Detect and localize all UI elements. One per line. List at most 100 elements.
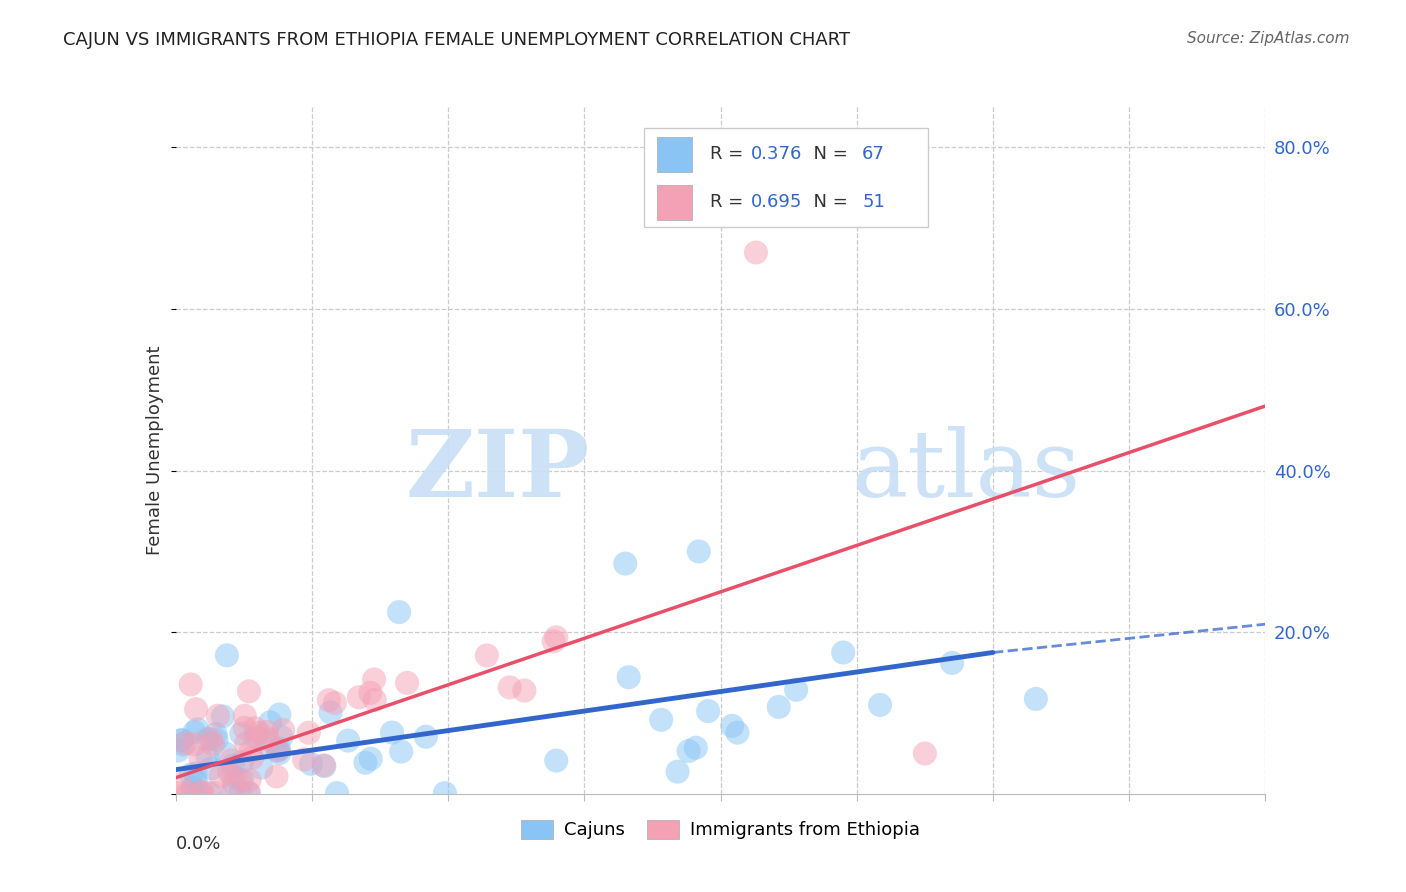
Point (186, 723, 208, 737)
Y-axis label: Female Unemployment: Female Unemployment (146, 346, 165, 555)
Point (180, 677, 202, 691)
Text: 0.0%: 0.0% (176, 835, 221, 853)
Point (271, 723, 294, 737)
Point (685, 740, 707, 755)
Point (231, 755, 253, 769)
Point (869, 698, 891, 712)
Point (1025, 692, 1047, 706)
Point (207, 708, 229, 723)
Point (396, 676, 419, 690)
Point (914, 747, 936, 761)
Point (513, 683, 536, 698)
FancyBboxPatch shape (658, 185, 692, 220)
Point (238, 684, 260, 698)
Point (266, 769, 288, 783)
Point (745, 245, 768, 260)
Point (354, 756, 377, 770)
Point (233, 708, 256, 723)
Point (617, 670, 640, 684)
Text: N =: N = (803, 193, 853, 211)
Text: 0.695: 0.695 (751, 193, 803, 211)
Point (184, 702, 207, 716)
Point (184, 773, 207, 788)
Point (209, 769, 232, 783)
Point (197, 732, 219, 747)
Point (269, 741, 291, 756)
Point (475, 648, 498, 663)
Point (326, 786, 349, 800)
Point (190, 751, 212, 765)
Point (359, 686, 381, 700)
Point (238, 786, 260, 800)
Point (697, 704, 720, 718)
Point (239, 773, 262, 788)
Point (269, 746, 291, 760)
Point (256, 732, 278, 747)
Point (337, 733, 360, 747)
Point (415, 730, 437, 744)
Point (546, 754, 568, 768)
Point (299, 756, 322, 771)
Point (298, 725, 321, 739)
Text: 0.376: 0.376 (751, 145, 803, 162)
Point (166, 786, 188, 800)
Point (650, 713, 672, 727)
Point (221, 786, 243, 800)
Point (725, 725, 748, 739)
Point (381, 725, 404, 739)
Point (221, 753, 243, 767)
Text: ZIP: ZIP (405, 426, 591, 516)
Point (319, 706, 342, 720)
Point (292, 752, 315, 766)
Point (238, 786, 260, 800)
Point (215, 648, 238, 663)
Point (231, 726, 253, 740)
Text: R =: R = (710, 145, 748, 162)
Point (614, 557, 637, 571)
Point (259, 715, 281, 730)
Point (214, 747, 236, 761)
Point (363, 693, 385, 707)
Point (388, 605, 411, 619)
Point (180, 768, 202, 782)
Point (184, 737, 207, 751)
Point (205, 786, 228, 800)
Point (347, 690, 370, 705)
Point (201, 737, 224, 751)
Point (170, 733, 193, 747)
Point (200, 761, 222, 775)
Point (678, 744, 700, 758)
Point (233, 721, 256, 735)
Point (240, 750, 263, 764)
Point (172, 738, 194, 752)
Point (785, 682, 807, 697)
Point (243, 721, 266, 735)
Point (190, 786, 212, 800)
Point (318, 693, 340, 707)
Point (172, 733, 194, 747)
Point (198, 786, 221, 800)
Point (231, 772, 253, 787)
Point (270, 730, 292, 744)
Point (267, 743, 290, 757)
Point (256, 737, 278, 751)
Point (314, 759, 336, 773)
Point (181, 786, 204, 800)
Text: R =: R = (710, 193, 748, 211)
Point (200, 731, 222, 746)
Text: Source: ZipAtlas.com: Source: ZipAtlas.com (1187, 31, 1350, 46)
Point (177, 786, 200, 800)
Point (187, 786, 209, 800)
Point (218, 765, 240, 780)
FancyBboxPatch shape (644, 128, 928, 227)
Point (229, 786, 252, 800)
Point (363, 673, 385, 687)
Point (688, 544, 710, 558)
Text: N =: N = (803, 145, 853, 162)
Legend: Cajuns, Immigrants from Ethiopia: Cajuns, Immigrants from Ethiopia (513, 813, 928, 847)
Point (666, 764, 689, 779)
Point (169, 777, 191, 791)
Point (211, 709, 233, 723)
Point (546, 630, 568, 644)
Point (389, 745, 412, 759)
